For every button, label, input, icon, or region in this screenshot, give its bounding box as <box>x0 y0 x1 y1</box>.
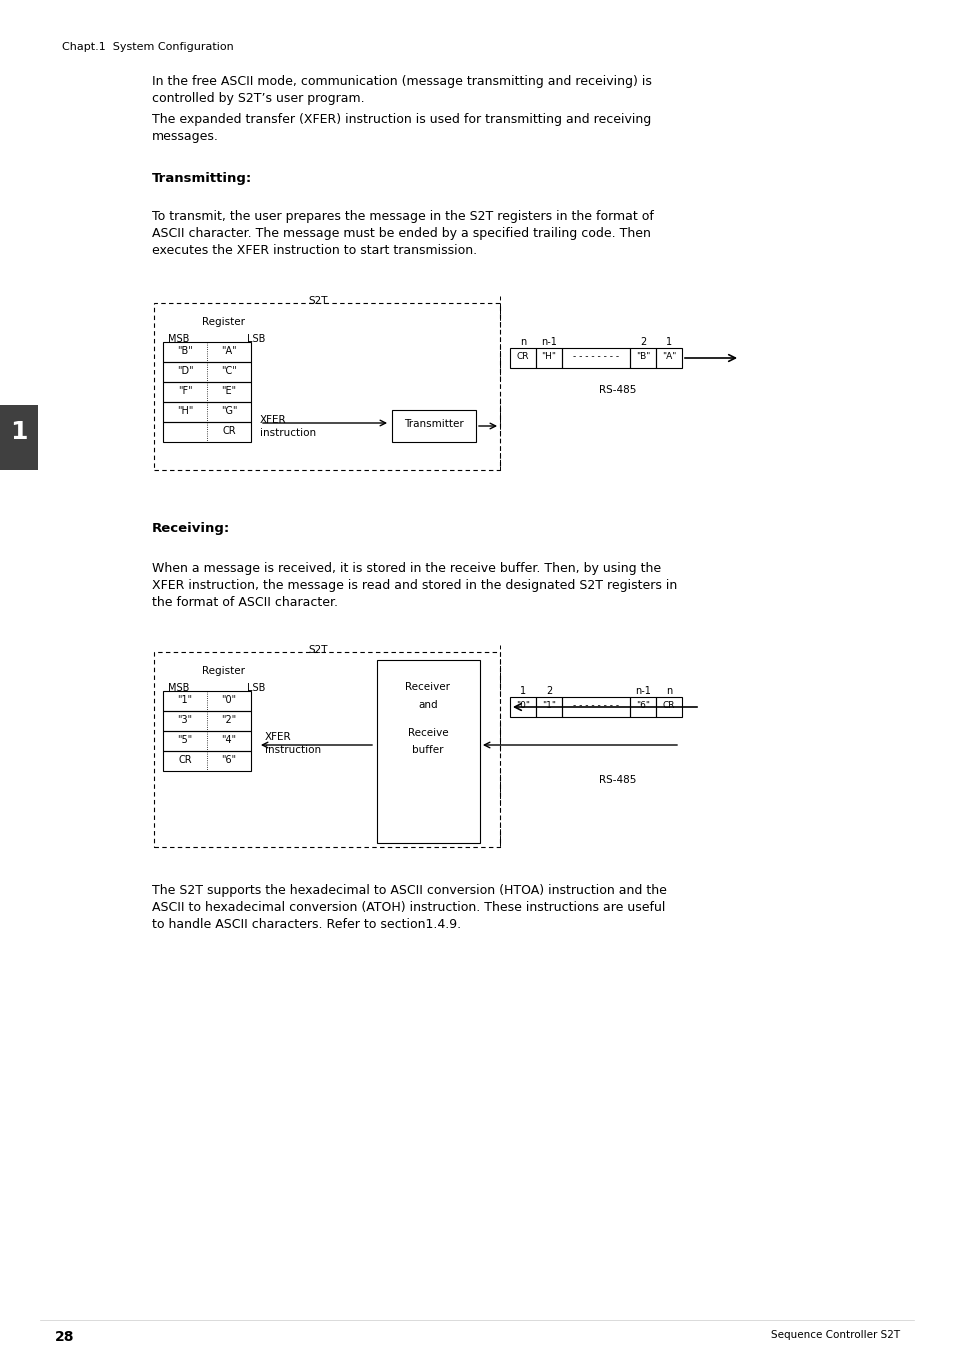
Bar <box>163 362 251 382</box>
Text: "1": "1" <box>541 701 556 711</box>
Text: ASCII to hexadecimal conversion (ATOH) instruction. These instructions are usefu: ASCII to hexadecimal conversion (ATOH) i… <box>152 901 664 915</box>
Text: and: and <box>417 700 437 711</box>
Text: n: n <box>519 336 525 347</box>
Text: to handle ASCII characters. Refer to section1.4.9.: to handle ASCII characters. Refer to sec… <box>152 917 460 931</box>
Text: S2T: S2T <box>308 644 328 655</box>
Text: instruction: instruction <box>265 744 321 755</box>
Text: Transmitter: Transmitter <box>404 419 463 430</box>
Text: S2T: S2T <box>308 296 328 305</box>
Text: XFER instruction, the message is read and stored in the designated S2T registers: XFER instruction, the message is read an… <box>152 580 677 592</box>
Text: messages.: messages. <box>152 130 218 143</box>
Text: "H": "H" <box>541 353 556 361</box>
Text: "2": "2" <box>221 715 236 725</box>
Text: "6": "6" <box>221 755 236 765</box>
Text: n: n <box>665 686 672 696</box>
Text: n-1: n-1 <box>540 336 557 347</box>
Bar <box>163 711 251 731</box>
Text: 1: 1 <box>519 686 525 696</box>
Text: "E": "E" <box>221 386 236 396</box>
Bar <box>536 697 561 717</box>
Bar <box>163 382 251 403</box>
Text: "G": "G" <box>220 407 237 416</box>
Bar <box>153 303 499 470</box>
Text: XFER: XFER <box>265 732 292 742</box>
Text: Register: Register <box>202 666 245 676</box>
Text: "0": "0" <box>221 694 236 705</box>
Text: LSB: LSB <box>247 334 265 345</box>
Bar <box>510 349 536 367</box>
Text: buffer: buffer <box>412 744 443 755</box>
Bar <box>629 349 656 367</box>
Text: To transmit, the user prepares the message in the S2T registers in the format of: To transmit, the user prepares the messa… <box>152 209 653 223</box>
Text: 1: 1 <box>10 420 28 444</box>
Bar <box>561 697 629 717</box>
Text: In the free ASCII mode, communication (message transmitting and receiving) is: In the free ASCII mode, communication (m… <box>152 76 651 88</box>
Text: MSB: MSB <box>168 684 190 693</box>
Text: "H": "H" <box>176 407 193 416</box>
Text: XFER: XFER <box>260 415 286 426</box>
Text: 28: 28 <box>55 1329 74 1344</box>
Text: When a message is received, it is stored in the receive buffer. Then, by using t: When a message is received, it is stored… <box>152 562 660 576</box>
Text: "B": "B" <box>177 346 193 357</box>
Text: ASCII character. The message must be ended by a specified trailing code. Then: ASCII character. The message must be end… <box>152 227 650 240</box>
Text: executes the XFER instruction to start transmission.: executes the XFER instruction to start t… <box>152 245 476 257</box>
Text: RS-485: RS-485 <box>598 775 636 785</box>
Text: CR: CR <box>222 426 235 436</box>
Text: The expanded transfer (XFER) instruction is used for transmitting and receiving: The expanded transfer (XFER) instruction… <box>152 113 651 126</box>
Text: The S2T supports the hexadecimal to ASCII conversion (HTOA) instruction and the: The S2T supports the hexadecimal to ASCI… <box>152 884 666 897</box>
Bar <box>163 342 251 362</box>
Bar <box>536 349 561 367</box>
Text: Chapt.1  System Configuration: Chapt.1 System Configuration <box>62 42 233 51</box>
Text: 1: 1 <box>665 336 671 347</box>
Bar <box>629 697 656 717</box>
Text: instruction: instruction <box>260 428 315 438</box>
Text: Receive: Receive <box>407 728 448 738</box>
Text: "C": "C" <box>221 366 236 376</box>
Text: "A": "A" <box>221 346 236 357</box>
Bar <box>392 409 476 442</box>
Text: RS-485: RS-485 <box>598 385 636 394</box>
Text: Receiving:: Receiving: <box>152 521 230 535</box>
Text: CR: CR <box>178 755 192 765</box>
Bar <box>163 403 251 422</box>
Bar <box>376 661 479 843</box>
Bar <box>561 349 629 367</box>
Text: 2: 2 <box>639 336 645 347</box>
Text: 2: 2 <box>545 686 552 696</box>
Text: CR: CR <box>517 353 529 361</box>
Text: LSB: LSB <box>247 684 265 693</box>
Text: CR: CR <box>662 701 675 711</box>
Bar <box>656 349 681 367</box>
Text: Register: Register <box>202 317 245 327</box>
Text: - - - - - - - -: - - - - - - - - <box>573 353 618 361</box>
Text: Receiver: Receiver <box>405 682 450 692</box>
Text: "0": "0" <box>516 701 530 711</box>
Text: "B": "B" <box>635 353 650 361</box>
Text: "D": "D" <box>176 366 193 376</box>
Text: "A": "A" <box>661 353 676 361</box>
Text: Sequence Controller S2T: Sequence Controller S2T <box>770 1329 899 1340</box>
Bar <box>0 405 38 470</box>
Text: Transmitting:: Transmitting: <box>152 172 252 185</box>
Bar <box>510 697 536 717</box>
Bar <box>163 731 251 751</box>
Bar <box>153 653 499 847</box>
Text: "1": "1" <box>177 694 193 705</box>
Text: "5": "5" <box>177 735 193 744</box>
Text: n-1: n-1 <box>635 686 650 696</box>
Text: controlled by S2T’s user program.: controlled by S2T’s user program. <box>152 92 364 105</box>
Text: "4": "4" <box>221 735 236 744</box>
Text: "F": "F" <box>177 386 193 396</box>
Bar <box>163 690 251 711</box>
Text: the format of ASCII character.: the format of ASCII character. <box>152 596 337 609</box>
Text: "6": "6" <box>636 701 649 711</box>
Bar <box>656 697 681 717</box>
Text: MSB: MSB <box>168 334 190 345</box>
Bar <box>163 751 251 771</box>
Text: "3": "3" <box>177 715 193 725</box>
Text: - - - - - - - -: - - - - - - - - <box>573 701 618 711</box>
Bar <box>163 422 251 442</box>
